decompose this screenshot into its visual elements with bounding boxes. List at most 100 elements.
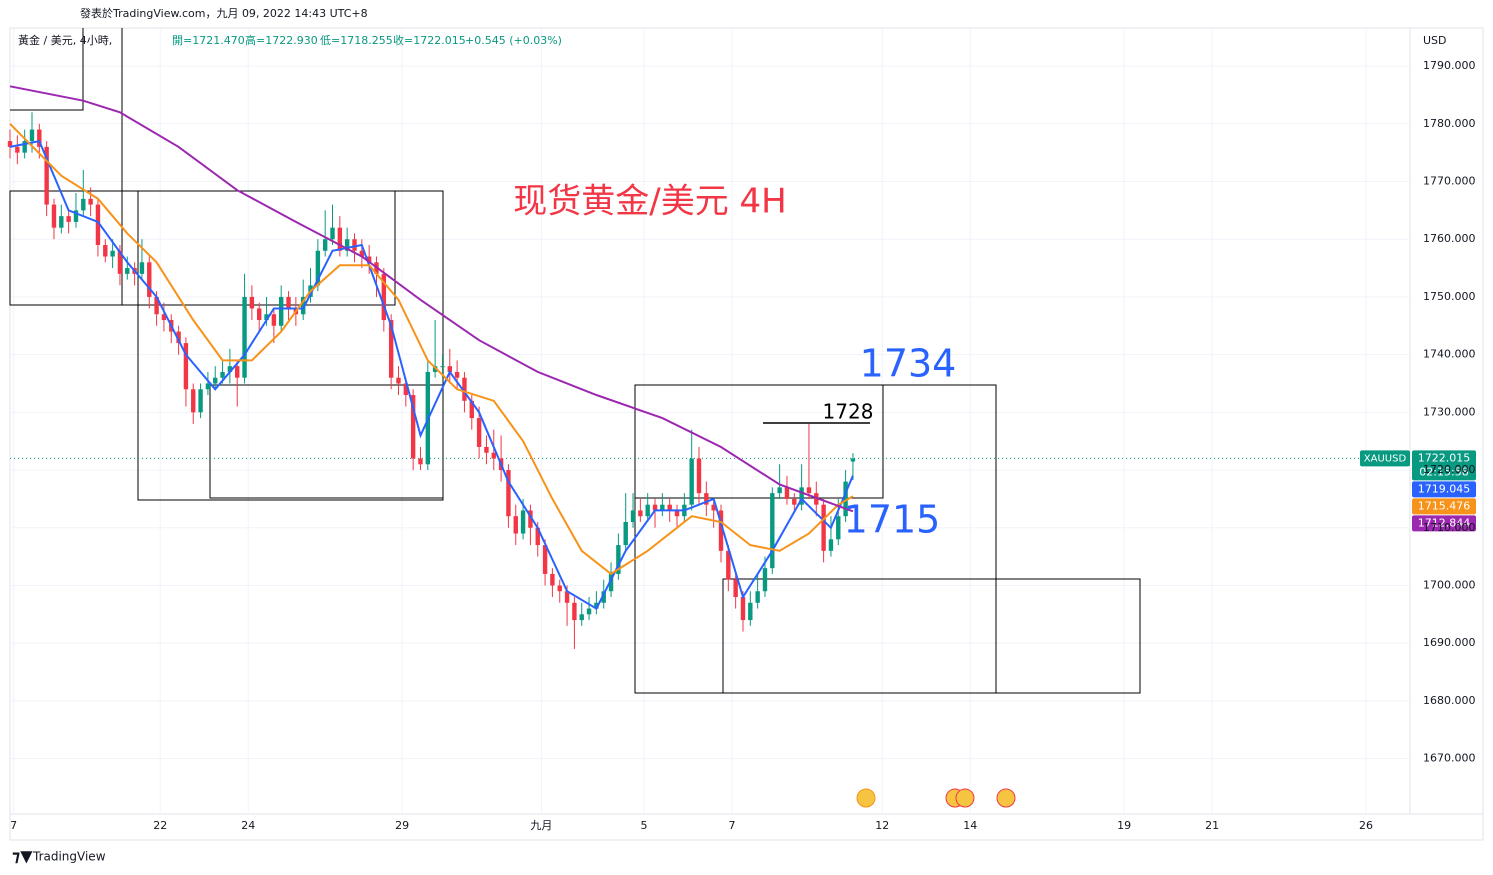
ohlc-value: +0.545 (+0.03%) (465, 34, 562, 47)
x-tick-label: 19 (1117, 819, 1131, 832)
symbol-tag (1360, 450, 1410, 467)
grid (10, 28, 1410, 814)
x-tick-label: 5 (641, 819, 648, 832)
candle-body (51, 204, 57, 228)
countdown-label: 02:15:58 (1419, 465, 1468, 478)
candle-body (652, 504, 658, 511)
x-tick-label: 14 (963, 819, 977, 832)
candle-body (608, 573, 614, 592)
candle-body (147, 262, 152, 297)
candle-body (154, 296, 159, 315)
candle-body (81, 198, 86, 211)
candle-body (586, 608, 592, 615)
candle-body (770, 493, 775, 569)
y-tick-label: 1780.000 (1423, 117, 1476, 130)
candle-body (110, 250, 115, 257)
ma-tag-label: 1712.844 (1418, 516, 1471, 529)
candle-body (300, 296, 306, 315)
y-tick-label: 1760.000 (1423, 232, 1476, 245)
candle-body (176, 331, 181, 344)
candle-body (286, 296, 291, 309)
box (209, 384, 444, 499)
candle-body (836, 516, 841, 540)
ma-tag (1412, 481, 1476, 498)
event-icon (955, 788, 975, 808)
ohlc-readout: 開=1721.470 高=1722.930 低=1718.255 收=1722.015… (172, 33, 562, 47)
box (634, 384, 884, 499)
plot (7, 85, 1410, 649)
candle-body (733, 579, 738, 598)
candle-body (37, 129, 42, 147)
candle-body (366, 256, 372, 263)
box (137, 190, 444, 501)
candle-body (418, 458, 423, 465)
y-tick-label: 1750.000 (1423, 290, 1476, 303)
ohlc-value: 低=1718.255 (320, 34, 393, 47)
candle-body (447, 366, 452, 372)
y-tick-label: 1700.000 (1423, 578, 1476, 591)
candle-body (279, 296, 284, 326)
candle-body (7, 141, 13, 147)
candle-body (29, 129, 35, 142)
x-tick-label: 九月 (530, 819, 552, 832)
candle-body (564, 591, 570, 603)
candle-body (440, 366, 445, 368)
candle-body (748, 602, 753, 621)
y-tick-label: 1670.000 (1423, 752, 1476, 765)
moving-average (9, 85, 854, 513)
y-tick-label: 1720.000 (1423, 463, 1476, 476)
x-tick-label: 12 (875, 819, 889, 832)
moving-average (9, 123, 854, 576)
x-tick-label: 7 (10, 819, 17, 832)
candle-body (396, 377, 401, 384)
box (10, 28, 84, 111)
candle-body (183, 343, 189, 390)
candle-body (594, 602, 599, 609)
candle-body (220, 371, 225, 378)
ohlc-value: 收=1722.015 (393, 33, 466, 47)
last-price-label: 1722.015 (1418, 451, 1471, 464)
symbol-tag-label: XAUUSD (1364, 453, 1407, 464)
ohlc-value: 高=1722.930 (245, 33, 318, 47)
candle-body (557, 585, 562, 592)
chart-title: 现货黄金/美元 4H (513, 182, 786, 222)
candle-body (103, 244, 108, 257)
y-tick-label: 1790.000 (1423, 59, 1476, 72)
candle-body (381, 273, 387, 321)
candle-body (535, 527, 540, 546)
candle-body (403, 383, 409, 396)
candle-body (454, 371, 460, 378)
annotation: 1734 (860, 342, 957, 386)
candle-body (242, 296, 247, 378)
candle-body (506, 470, 511, 517)
candle-body (799, 487, 804, 505)
ma-tag (1412, 515, 1476, 532)
candle-body (88, 198, 93, 205)
annotation: 1715 (844, 498, 941, 542)
candle-body (139, 262, 145, 274)
candle-body (638, 510, 643, 517)
x-tick-label: 22 (153, 819, 167, 832)
candle-body (623, 521, 628, 546)
y-tick-label: 1710.000 (1423, 521, 1476, 534)
candle-body (322, 239, 328, 251)
candle-body (528, 510, 533, 528)
candle-body (520, 510, 526, 534)
candle-body (689, 458, 694, 505)
candle-body (359, 250, 365, 257)
candle-body (542, 545, 548, 574)
event-icon (856, 788, 876, 808)
published-note: 發表於TradingView.com，九月 09, 2022 14:43 UTC… (80, 6, 368, 20)
candle-body (257, 308, 262, 321)
last-price-tag (1412, 450, 1476, 481)
annotation: 1728 (823, 400, 874, 424)
box (722, 578, 1141, 694)
candle-body (117, 250, 123, 274)
candle-body (674, 510, 680, 517)
ma-tag (1412, 498, 1476, 515)
candle-body (843, 481, 848, 517)
candle-body (645, 504, 650, 517)
candle-body (330, 227, 335, 240)
